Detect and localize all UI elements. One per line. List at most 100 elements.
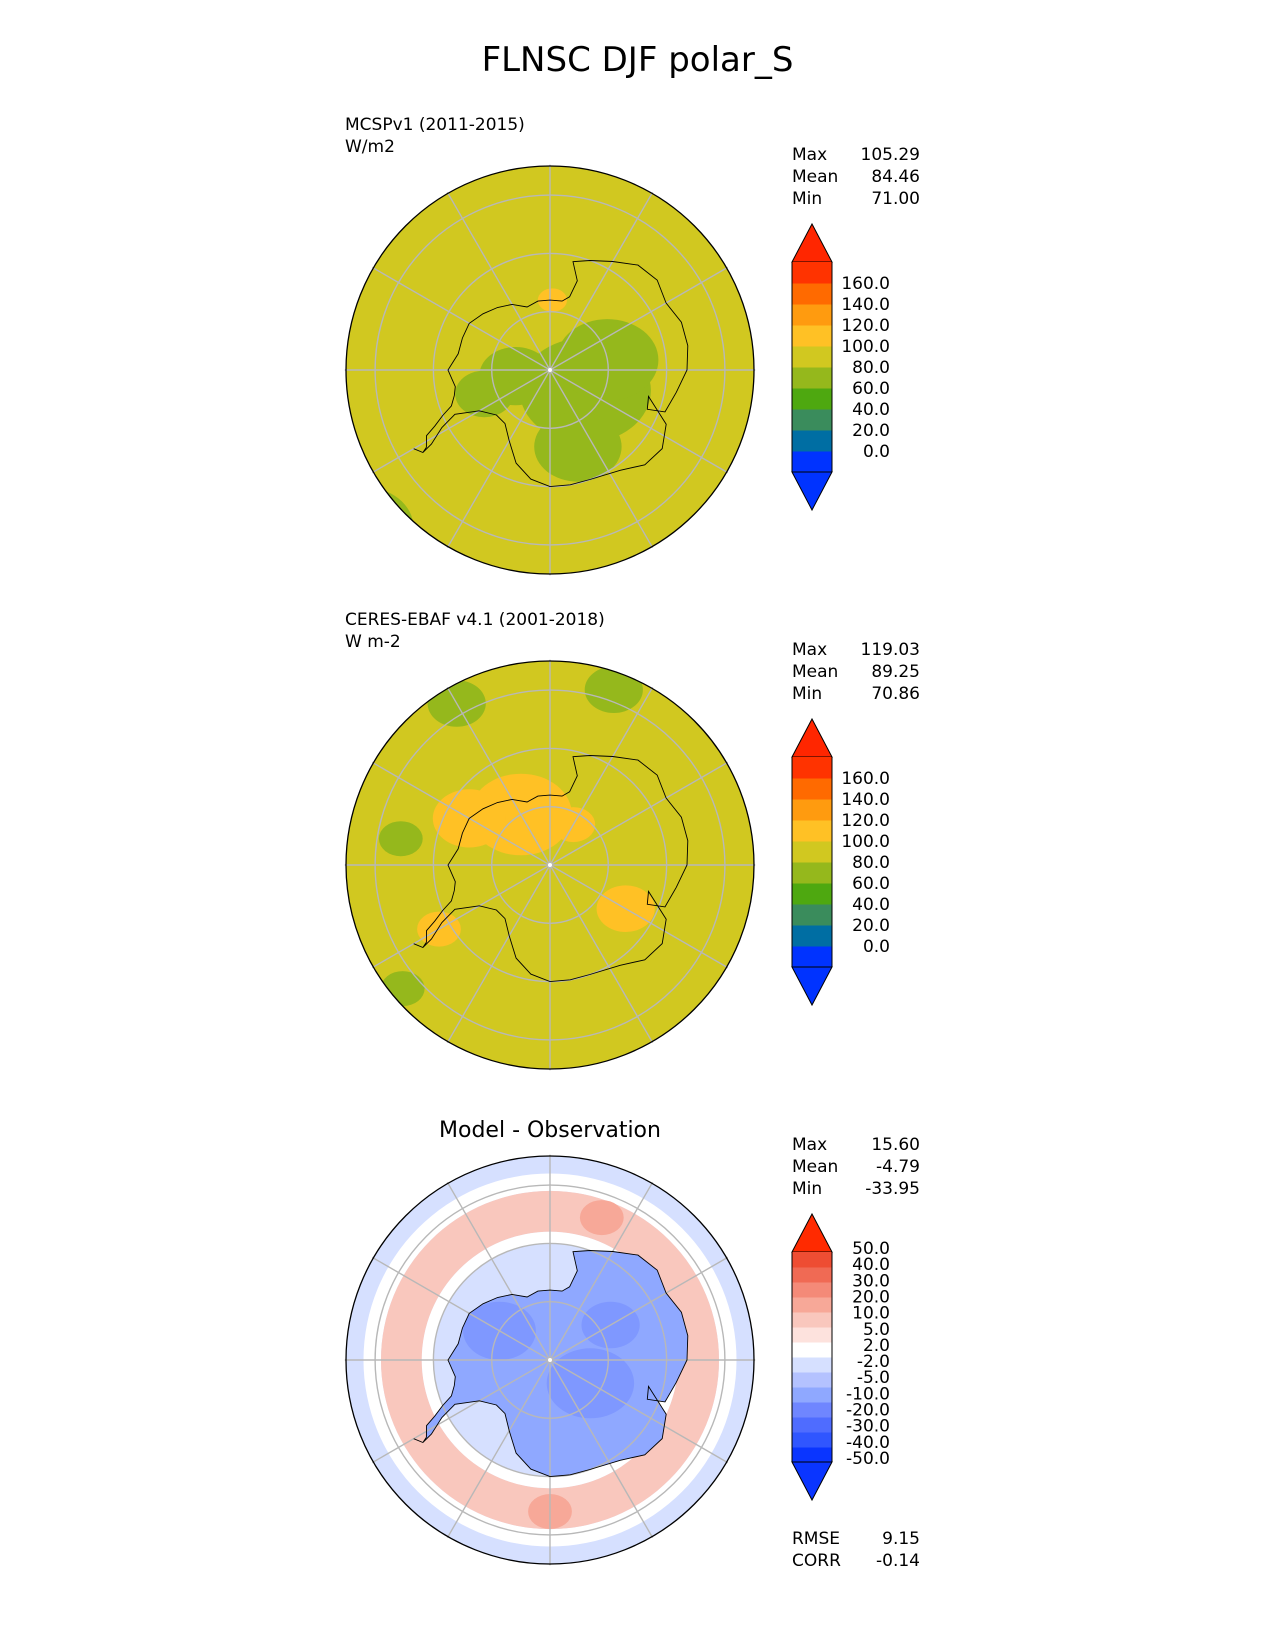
colorbar-segment	[792, 778, 832, 800]
stat-label: Min	[792, 1179, 823, 1199]
stat-label: CORR	[792, 1551, 841, 1571]
stat-value: -33.95	[865, 1179, 920, 1199]
colorbar-segment	[792, 904, 832, 926]
map-longitude-line	[371, 864, 551, 969]
colorbar-tick-label: 30.0	[852, 1271, 890, 1291]
map-longitude-line	[446, 1359, 551, 1539]
colorbar-tick-label: 5.0	[863, 1320, 890, 1340]
stat-value: 84.46	[871, 167, 920, 187]
map-field-region	[584, 666, 643, 713]
colorbar-tick-label: 160.0	[841, 274, 890, 294]
map-longitude-line	[549, 864, 654, 1044]
map-longitude-line	[446, 1181, 551, 1361]
stat-label: Max	[792, 1135, 828, 1155]
colorbar-segment	[792, 757, 832, 779]
colorbar-segment	[792, 1312, 832, 1328]
panel-3-bottom-stats: RMSE 9.15 CORR -0.14	[792, 1528, 920, 1572]
colorbar-segment	[792, 262, 832, 284]
map-longitude-line	[549, 369, 729, 474]
colorbar-segment	[792, 451, 832, 473]
stat-label: RMSE	[792, 1529, 841, 1549]
map-pole-marker	[548, 368, 552, 372]
colorbar-tick-label: 0.0	[863, 937, 890, 957]
colorbar-tick-label: 40.0	[852, 400, 890, 420]
colorbar-segment	[792, 862, 832, 884]
panel-1-polar-map	[344, 164, 756, 576]
colorbar-segment	[792, 1432, 832, 1448]
colorbar-tick-label: 40.0	[852, 1255, 890, 1275]
panel-2-stats: Max 119.03 Mean 89.25 Min 70.86	[792, 639, 920, 705]
colorbar-segment	[792, 346, 832, 368]
colorbar-segment	[792, 1387, 832, 1403]
colorbar-tick-label: 100.0	[841, 832, 890, 852]
map-longitude-line	[549, 1359, 729, 1464]
colorbar-segment	[792, 1447, 832, 1463]
panel-3-title: Model - Observation	[439, 1118, 661, 1143]
colorbar-segment	[792, 1357, 832, 1373]
panel-1-units: W/m2	[345, 137, 395, 157]
map-longitude-line	[371, 1359, 551, 1464]
colorbar-segment	[792, 925, 832, 947]
map-longitude-line	[371, 369, 551, 474]
panel-1-label: MCSPv1 (2011-2015) W/m2	[345, 114, 525, 158]
stat-label: Mean	[792, 167, 839, 187]
panel-3-stats: Max 15.60 Mean -4.79 Min -33.95	[792, 1134, 920, 1200]
colorbar-tick-label: 50.0	[852, 1239, 890, 1259]
map-pole-marker	[548, 1358, 552, 1362]
colorbar-segment	[792, 1327, 832, 1343]
colorbar-tick-label: 100.0	[841, 337, 890, 357]
map-boundary	[345, 165, 755, 575]
colorbar-tick-label: -5.0	[857, 1368, 890, 1388]
colorbar-under-extension	[791, 471, 833, 512]
colorbar-segment	[792, 1402, 832, 1418]
map-longitude-line	[446, 191, 551, 371]
colorbar-tick-label: -20.0	[846, 1401, 890, 1421]
colorbar-tick-label: 20.0	[852, 1288, 890, 1308]
map-boundary	[345, 1155, 755, 1565]
map-field-region	[455, 370, 514, 418]
colorbar-tick-label: 0.0	[863, 442, 890, 462]
stat-label: Max	[792, 640, 828, 660]
map-field-region	[579, 1200, 624, 1236]
stat-label: Min	[792, 684, 823, 704]
panel-2-polar-map	[344, 659, 756, 1071]
colorbar-segment	[792, 946, 832, 968]
panel-3-polar-map	[344, 1154, 756, 1566]
colorbar-tick-label: 40.0	[852, 895, 890, 915]
colorbar-segment	[792, 1282, 832, 1298]
panel-1-dataset-name: MCSPv1 (2011-2015)	[345, 115, 525, 135]
stat-value: 15.60	[871, 1135, 920, 1155]
map-pole-marker	[548, 863, 552, 867]
map-field-region	[674, 1522, 748, 1564]
stat-value: -0.14	[876, 1551, 920, 1571]
stat-value: 71.00	[871, 189, 920, 209]
map-longitude-line	[549, 864, 729, 969]
colorbar-segment	[792, 1267, 832, 1283]
colorbar-segment	[792, 1417, 832, 1433]
stat-label: Max	[792, 145, 828, 165]
panel-2-units: W m-2	[345, 632, 401, 652]
colorbar-tick-label: 140.0	[841, 295, 890, 315]
colorbar-segment	[792, 430, 832, 452]
colorbar-tick-label: 20.0	[852, 421, 890, 441]
colorbar-segment	[792, 1252, 832, 1268]
stat-value: 119.03	[860, 640, 920, 660]
panel-2-label: CERES-EBAF v4.1 (2001-2018) W m-2	[345, 609, 605, 653]
figure-title: FLNSC DJF polar_S	[481, 40, 794, 80]
colorbar-tick-label: 80.0	[852, 358, 890, 378]
map-longitude-line	[549, 369, 654, 549]
colorbar-segment	[792, 1372, 832, 1388]
colorbar-tick-label: 2.0	[863, 1336, 890, 1356]
map-longitude-line	[549, 191, 654, 371]
colorbar-tick-label: 160.0	[841, 769, 890, 789]
map-longitude-line	[549, 1181, 654, 1361]
colorbar-segment	[792, 388, 832, 410]
map-coastline	[413, 1250, 689, 1478]
colorbar-segment	[792, 283, 832, 305]
colorbar-tick-label: -50.0	[846, 1449, 890, 1469]
stat-value: -4.79	[876, 1157, 920, 1177]
colorbar-segment	[792, 325, 832, 347]
map-field-region	[378, 821, 423, 857]
panel-3-colorbar: -50.0-40.0-30.0-20.0-10.0-5.0-2.02.05.01…	[791, 1212, 890, 1502]
colorbar-tick-label: -40.0	[846, 1433, 890, 1453]
